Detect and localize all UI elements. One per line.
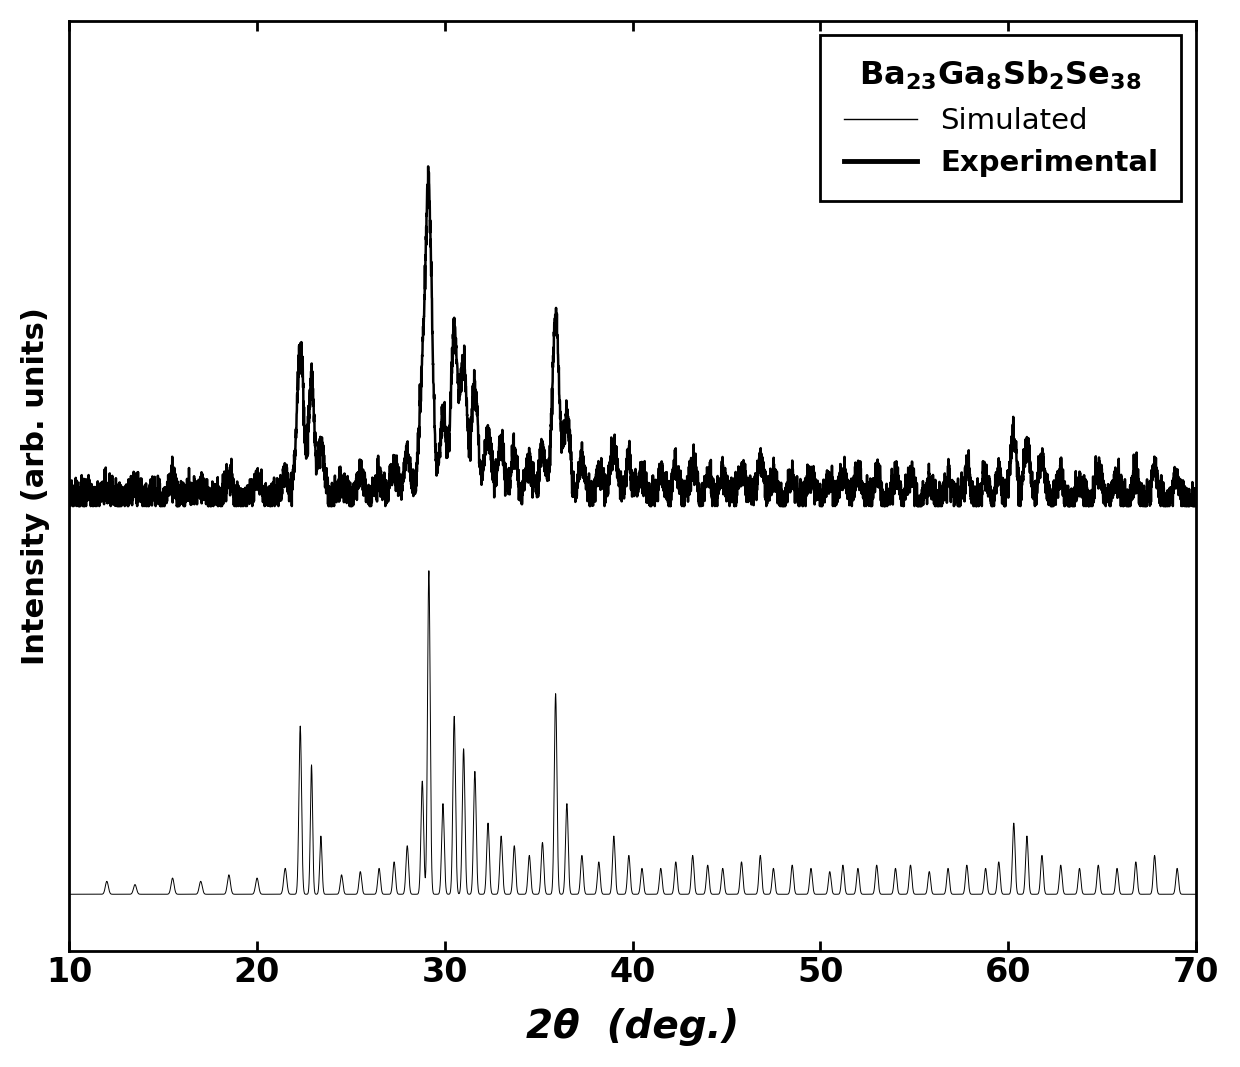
X-axis label: 2θ  (deg.): 2θ (deg.) xyxy=(526,1008,739,1046)
Legend: Simulated, Experimental: Simulated, Experimental xyxy=(821,35,1182,201)
Y-axis label: Intensity (arb. units): Intensity (arb. units) xyxy=(21,307,50,665)
